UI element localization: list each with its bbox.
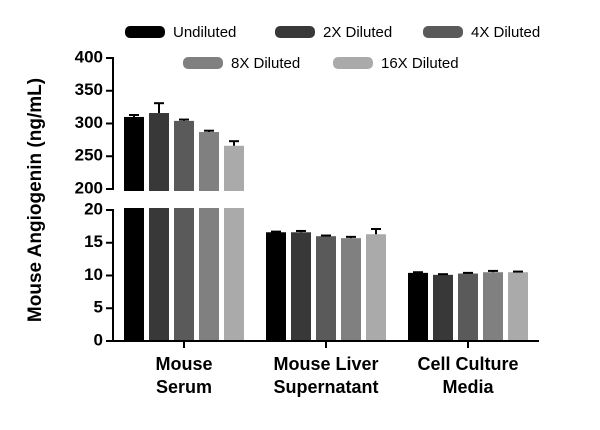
bar: [316, 236, 336, 341]
x-tick-label: Serum: [156, 377, 212, 397]
legend-swatch: [423, 26, 463, 38]
bar: [366, 234, 386, 341]
bar: [508, 272, 528, 341]
bar: [408, 272, 428, 341]
x-tick-label: Supernatant: [273, 377, 378, 397]
bar: [433, 274, 453, 341]
y-tick-label: 250: [75, 146, 103, 165]
legend-label: Undiluted: [173, 24, 236, 41]
legend-swatch: [183, 57, 223, 69]
bar: [458, 273, 478, 341]
bar: [174, 120, 194, 341]
bar: [291, 232, 311, 341]
y-tick-label: 350: [75, 80, 103, 99]
x-tick-label: Media: [442, 377, 494, 397]
bar: [266, 232, 286, 341]
legend-swatch: [125, 26, 165, 38]
legend-label: 16X Diluted: [381, 55, 459, 72]
legend-label: 2X Diluted: [323, 24, 392, 41]
y-tick-label: 0: [94, 330, 103, 349]
bar: [199, 132, 219, 341]
x-tick-label: Mouse: [155, 354, 212, 374]
x-tick-label: Cell Culture: [417, 354, 518, 374]
x-tick-label: Mouse Liver: [273, 354, 378, 374]
legend-label: 8X Diluted: [231, 55, 300, 72]
y-tick-label: 200: [75, 178, 103, 197]
y-tick-label: 10: [84, 265, 103, 284]
bar: [341, 238, 361, 341]
bar: [224, 145, 244, 341]
legend-label: 4X Diluted: [471, 24, 540, 41]
y-tick-label: 5: [94, 298, 103, 317]
legend-swatch: [333, 57, 373, 69]
bar: [124, 116, 144, 341]
y-tick-label: 300: [75, 113, 103, 132]
axis-break: [105, 191, 541, 208]
bar: [149, 113, 169, 342]
y-tick-label: 400: [75, 47, 103, 66]
bar: [483, 272, 503, 341]
y-axis-label: Mouse Angiogenin (ng/mL): [25, 78, 46, 322]
legend-swatch: [275, 26, 315, 38]
y-tick-label: 20: [84, 199, 103, 218]
y-tick-label: 15: [84, 232, 103, 251]
